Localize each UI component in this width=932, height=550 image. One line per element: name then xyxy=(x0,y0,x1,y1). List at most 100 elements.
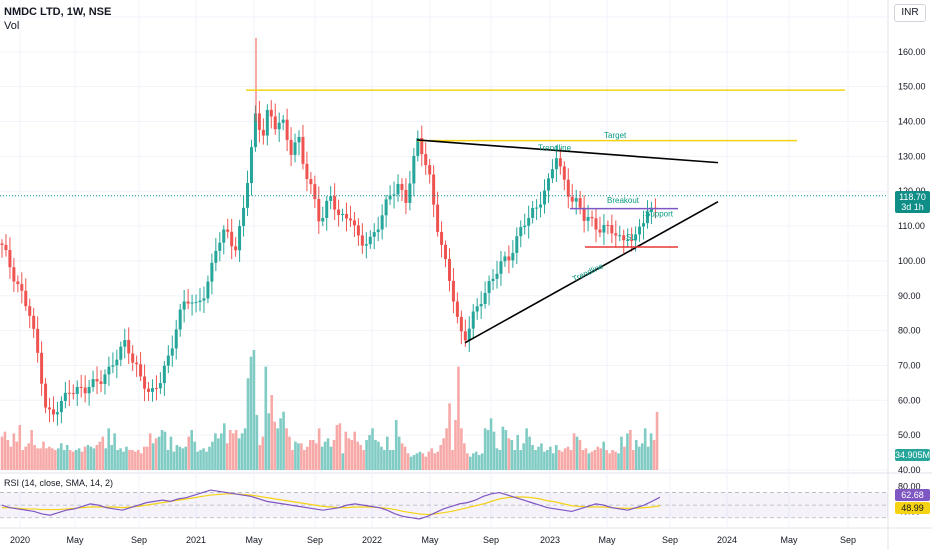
volume-bar xyxy=(122,451,125,470)
volume-bar xyxy=(308,440,312,470)
candle-body xyxy=(444,244,448,260)
volume-bar xyxy=(632,450,635,470)
volume-bar xyxy=(566,446,570,470)
volume-bar xyxy=(80,451,84,470)
candle-body xyxy=(285,119,289,140)
volume-bar xyxy=(510,440,514,470)
candle-body xyxy=(36,328,40,353)
volume-bar xyxy=(125,446,128,470)
volume-bar xyxy=(276,428,279,470)
candle-body xyxy=(388,195,392,200)
volume-bar xyxy=(590,451,594,470)
price-tick-label: 60.00 xyxy=(898,395,921,405)
annotation-target: Target xyxy=(604,131,627,140)
candle-body xyxy=(178,309,182,330)
candle-body xyxy=(562,166,566,180)
candle-body xyxy=(554,158,558,170)
symbol-title[interactable]: NMDC LTD, 1W, NSE xyxy=(4,6,112,18)
candle-body xyxy=(16,281,20,285)
volume-bar xyxy=(400,443,404,470)
volume-bar xyxy=(593,450,597,470)
volume-bar xyxy=(317,428,321,470)
lower-trendline xyxy=(464,200,719,344)
volume-bar xyxy=(436,451,440,470)
annotation-support: Support xyxy=(645,210,674,219)
volume-bar xyxy=(237,438,241,470)
candle-body xyxy=(87,387,91,394)
volume-bar xyxy=(45,448,48,470)
volume-bar xyxy=(217,438,220,470)
volume-bar xyxy=(649,433,653,470)
volume-bar xyxy=(270,395,274,470)
currency-button[interactable]: INR xyxy=(894,4,926,22)
candle-body xyxy=(71,393,75,395)
volume-bar xyxy=(160,430,164,470)
volume-bar xyxy=(228,430,232,470)
candle-body xyxy=(123,340,127,347)
volume-bar xyxy=(575,436,579,470)
volume-bar xyxy=(374,440,377,470)
annotation-sl: SL xyxy=(626,233,636,242)
candle-body xyxy=(51,409,55,415)
volume-bar xyxy=(391,450,395,470)
volume-bar xyxy=(202,448,205,470)
candle-body xyxy=(273,116,277,130)
candle-body xyxy=(392,194,396,196)
volume-bar xyxy=(0,436,4,470)
candle-body xyxy=(570,196,574,202)
volume-bar xyxy=(264,366,268,470)
candle-body xyxy=(83,387,87,394)
candle-body xyxy=(356,225,360,236)
candle-body xyxy=(566,179,570,197)
candle-body xyxy=(614,233,618,236)
candle-body xyxy=(543,190,547,205)
volume-bar xyxy=(214,433,217,470)
volume-bar xyxy=(332,440,336,470)
volume-bar xyxy=(140,453,143,470)
volume-bar xyxy=(119,448,122,470)
volume-bar xyxy=(643,428,647,470)
volume-bar xyxy=(326,438,330,470)
candle-body xyxy=(67,392,71,394)
rsi-line xyxy=(1,489,661,520)
volume-bar xyxy=(457,366,460,470)
candle-body xyxy=(590,216,594,219)
volume-bar xyxy=(166,450,170,470)
volume-bar xyxy=(492,431,496,470)
candle-body xyxy=(352,220,356,226)
volume-bar xyxy=(128,450,131,470)
volume-bar xyxy=(314,443,318,470)
volume-bar xyxy=(608,453,611,470)
volume-bar xyxy=(211,441,214,470)
volume-bar xyxy=(383,450,386,470)
candle-body xyxy=(4,244,8,251)
candle-body xyxy=(143,376,147,389)
candle-body xyxy=(507,256,511,261)
candle-body xyxy=(20,284,24,291)
candle-body xyxy=(242,207,246,227)
volume-bar xyxy=(24,446,28,470)
volume-bar xyxy=(448,403,451,470)
volume-bar xyxy=(516,435,520,470)
volume-bar xyxy=(587,453,591,470)
volume-bar xyxy=(116,450,119,470)
candle-body xyxy=(333,196,337,210)
price-tick-label: 100.00 xyxy=(898,256,926,266)
rsi-label: RSI (14, close, SMA, 14, 2) xyxy=(4,478,114,488)
volume-bar xyxy=(365,440,368,470)
candle-body xyxy=(424,154,428,166)
volume-bar xyxy=(495,448,499,470)
volume-bar xyxy=(620,436,623,470)
volume-bar xyxy=(596,446,600,470)
candle-body xyxy=(325,200,329,218)
volume-bar xyxy=(427,451,431,470)
volume-bar xyxy=(347,438,351,470)
volume-bar xyxy=(341,453,345,470)
volume-bar xyxy=(98,441,102,470)
time-tick-label: May xyxy=(66,535,84,545)
volume-bar xyxy=(54,450,57,470)
candle-body xyxy=(451,280,455,302)
time-tick-label: 2020 xyxy=(10,535,30,545)
volume-bar xyxy=(157,436,161,470)
